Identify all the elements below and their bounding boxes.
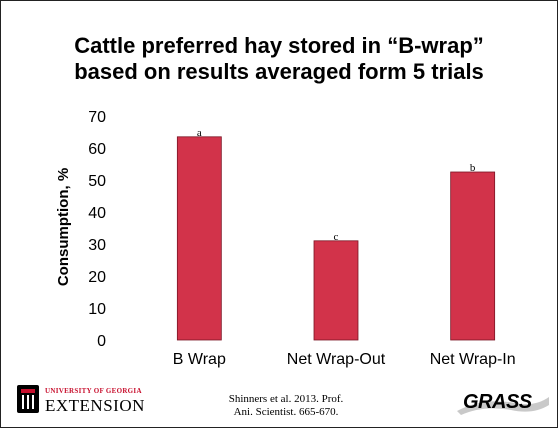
bar-data-labels: a c b [197, 127, 476, 243]
uga-extension-text: EXTENSION [45, 396, 145, 415]
bar-chart: 0 10 20 30 40 50 60 70 a c b B Wrap Net Wrap-Out Ne… [55, 109, 516, 368]
bar-data-label: c [334, 231, 339, 243]
grass-logo-text: GRASS [463, 391, 532, 413]
y-tick-label: 10 [88, 301, 106, 318]
bar [450, 171, 496, 341]
x-category-label: B Wrap [173, 351, 226, 368]
y-tick-label: 50 [88, 173, 106, 190]
y-tick-label: 70 [88, 109, 106, 126]
x-category-labels: B Wrap Net Wrap-Out Net Wrap-In [173, 351, 516, 368]
bar-data-label: b [470, 162, 476, 174]
bar [176, 136, 222, 341]
y-tick-labels: 0 10 20 30 40 50 60 70 [88, 109, 106, 350]
y-tick-label: 40 [88, 205, 106, 222]
bars [176, 136, 496, 341]
grass-swoosh-icon [457, 397, 549, 415]
x-category-label: Net Wrap-In [430, 351, 516, 368]
citation: Shinners et al. 2013. Prof. Ani. Scienti… [206, 393, 366, 419]
bar [313, 240, 359, 341]
arch-shield-icon [17, 385, 39, 413]
y-tick-label: 30 [88, 237, 106, 254]
y-tick-label: 0 [97, 333, 106, 350]
citation-line-2: Ani. Scientist. 665-670. [233, 406, 339, 418]
title-line-2: based on results averaged form 5 trials [74, 59, 484, 84]
y-axis-label: Consumption, % [55, 168, 72, 286]
y-tick-label: 20 [88, 269, 106, 286]
chart-title: Cattle preferred hay stored in “B-wrap” … [1, 33, 557, 85]
bar-data-label: a [197, 127, 202, 139]
title-line-1: Cattle preferred hay stored in “B-wrap” [74, 33, 484, 58]
uga-extension-logo: UNIVERSITY OF GEORGIA EXTENSION [17, 383, 167, 417]
y-tick-label: 60 [88, 141, 106, 158]
grass-logo: GRASS [453, 391, 553, 415]
uga-university-text: UNIVERSITY OF GEORGIA [45, 387, 142, 395]
x-category-label: Net Wrap-Out [287, 351, 386, 368]
citation-line-1: Shinners et al. 2013. Prof. [228, 393, 344, 405]
